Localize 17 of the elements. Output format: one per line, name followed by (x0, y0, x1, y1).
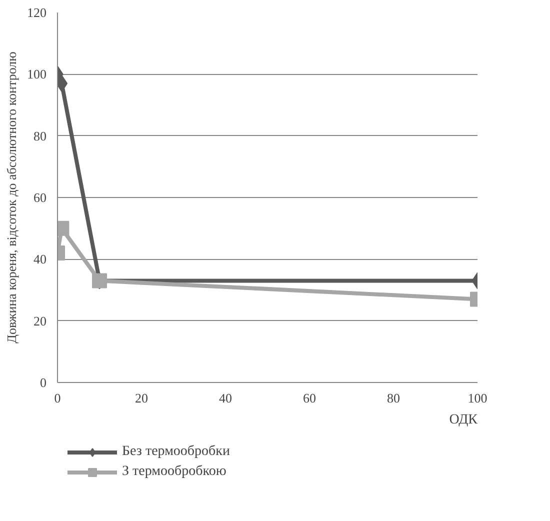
x-tick-label: 60 (303, 390, 316, 406)
x-tick-label: 40 (219, 390, 232, 406)
y-tick-label: 20 (34, 313, 46, 328)
y-axis-title: Довжина кореня, відсоток до абсолютного контролю (4, 51, 19, 344)
legend-label: З термообробкою (122, 464, 226, 480)
y-tick-label: 0 (40, 375, 46, 390)
y-tick-label: 80 (34, 128, 46, 144)
x-tick-label: 0 (54, 390, 61, 406)
x-tick-label: 20 (135, 390, 148, 406)
x-axis-title: ОДК (449, 412, 478, 428)
y-tick-label: 60 (34, 190, 46, 205)
x-tick-label: 80 (387, 390, 400, 406)
y-tick-label: 40 (34, 252, 46, 267)
y-tick-label: 120 (27, 5, 46, 20)
x-tick-label: 100 (468, 390, 488, 406)
legend-label: Без термообробки (122, 444, 230, 460)
y-tick-label: 100 (27, 66, 46, 82)
